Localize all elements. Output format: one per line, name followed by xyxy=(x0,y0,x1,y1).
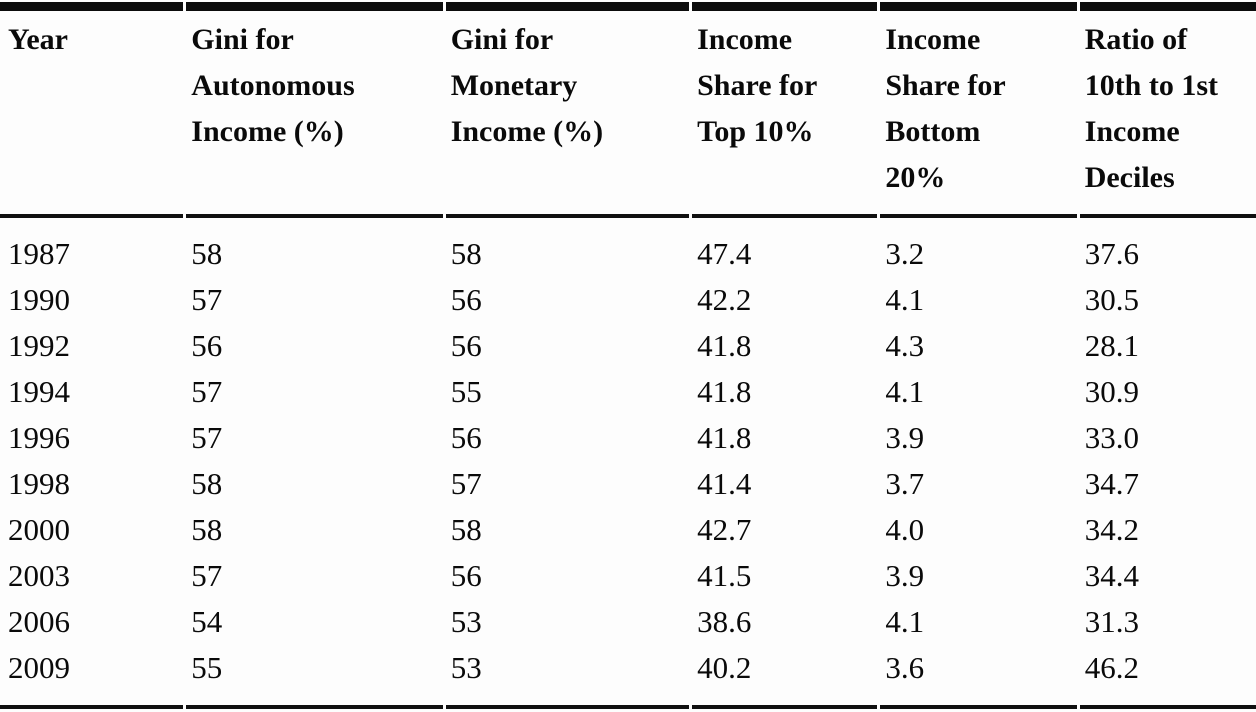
year-cell: 1996 xyxy=(8,420,70,455)
value-cell: 54 xyxy=(191,604,223,639)
column-header-4: Income Share for Top 10% xyxy=(692,2,878,218)
value-cell: 34.4 xyxy=(1084,558,1139,593)
value-cell: 28.1 xyxy=(1084,328,1139,363)
value-cell: 53 xyxy=(450,604,482,639)
value-cell: 33.0 xyxy=(1084,420,1139,455)
table-row: 1992 56 56 41.8 4.3 28.1 xyxy=(0,323,1256,369)
year-cell: 1994 xyxy=(8,374,70,409)
table-body: 1987 58 58 47.4 3.2 37.6 1990 57 56 42.2 4.1 30.5 19… xyxy=(0,218,1256,709)
value-cell: 57 xyxy=(191,374,223,409)
value-cell: 34.2 xyxy=(1084,512,1139,547)
table-header: Year Gini for Autonomous Income (%) Gini f… xyxy=(0,2,1256,218)
value-cell: 41.4 xyxy=(697,466,752,501)
year-cell: 2000 xyxy=(8,512,70,547)
value-cell: 57 xyxy=(450,466,482,501)
value-cell: 3.9 xyxy=(885,558,925,593)
column-header-3: Gini for Monetary Income (%) xyxy=(445,2,690,218)
value-cell: 31.3 xyxy=(1084,604,1139,639)
table-row: 1987 58 58 47.4 3.2 37.6 xyxy=(0,218,1256,277)
value-cell: 4.1 xyxy=(885,282,925,317)
year-cell: 1998 xyxy=(8,466,70,501)
year-cell: 1990 xyxy=(8,282,70,317)
value-cell: 58 xyxy=(191,236,223,271)
value-cell: 40.2 xyxy=(692,645,878,709)
table-row: 2006 54 53 38.6 4.1 31.3 xyxy=(0,599,1256,645)
value-cell: 30.9 xyxy=(1084,374,1139,409)
value-cell: 58 xyxy=(191,512,223,547)
value-cell: 4.3 xyxy=(885,328,925,363)
year-cell: 1987 xyxy=(8,236,70,271)
header-row: Year Gini for Autonomous Income (%) Gini f… xyxy=(0,2,1256,218)
column-header-2: Gini for Autonomous Income (%) xyxy=(186,2,443,218)
column-header-6: Ratio of 10th to 1st Income Deciles xyxy=(1079,2,1256,218)
value-cell: 56 xyxy=(450,558,482,593)
value-cell: 57 xyxy=(191,558,223,593)
value-cell: 55 xyxy=(186,645,443,709)
value-cell: 4.0 xyxy=(885,512,925,547)
table-row: 1994 57 55 41.8 4.1 30.9 xyxy=(0,369,1256,415)
year-cell: 1992 xyxy=(8,328,70,363)
value-cell: 56 xyxy=(450,328,482,363)
value-cell: 53 xyxy=(445,645,690,709)
value-cell: 57 xyxy=(191,420,223,455)
value-cell: 56 xyxy=(450,420,482,455)
value-cell: 4.1 xyxy=(885,374,925,409)
value-cell: 41.8 xyxy=(697,374,752,409)
value-cell: 3.6 xyxy=(880,645,1077,709)
value-cell: 46.2 xyxy=(1079,645,1256,709)
table-row: 1996 57 56 41.8 3.9 33.0 xyxy=(0,415,1256,461)
value-cell: 58 xyxy=(191,466,223,501)
value-cell: 57 xyxy=(191,282,223,317)
value-cell: 56 xyxy=(191,328,223,363)
value-cell: 3.2 xyxy=(885,236,925,271)
table-row: 2009 55 53 40.2 3.6 46.2 xyxy=(0,645,1256,709)
column-header-5: Income Share for Bottom 20% xyxy=(880,2,1077,218)
value-cell: 47.4 xyxy=(697,236,752,271)
value-cell: 55 xyxy=(450,374,482,409)
value-cell: 30.5 xyxy=(1084,282,1139,317)
value-cell: 37.6 xyxy=(1084,236,1139,271)
value-cell: 41.8 xyxy=(697,420,752,455)
value-cell: 38.6 xyxy=(697,604,752,639)
year-cell: 2006 xyxy=(8,604,70,639)
table-row: 1990 57 56 42.2 4.1 30.5 xyxy=(0,277,1256,323)
value-cell: 41.8 xyxy=(697,328,752,363)
table-row: 2000 58 58 42.7 4.0 34.2 xyxy=(0,507,1256,553)
value-cell: 58 xyxy=(450,512,482,547)
value-cell: 42.7 xyxy=(697,512,752,547)
year-cell: 2003 xyxy=(8,558,70,593)
column-header-1: Year xyxy=(0,2,184,218)
year-cell: 2009 xyxy=(0,645,184,709)
table-row: 1998 58 57 41.4 3.7 34.7 xyxy=(0,461,1256,507)
value-cell: 58 xyxy=(450,236,482,271)
table-row: 2003 57 56 41.5 3.9 34.4 xyxy=(0,553,1256,599)
value-cell: 4.1 xyxy=(885,604,925,639)
value-cell: 34.7 xyxy=(1084,466,1139,501)
value-cell: 3.9 xyxy=(885,420,925,455)
value-cell: 56 xyxy=(450,282,482,317)
value-cell: 3.7 xyxy=(885,466,925,501)
value-cell: 42.2 xyxy=(697,282,752,317)
value-cell: 41.5 xyxy=(697,558,752,593)
